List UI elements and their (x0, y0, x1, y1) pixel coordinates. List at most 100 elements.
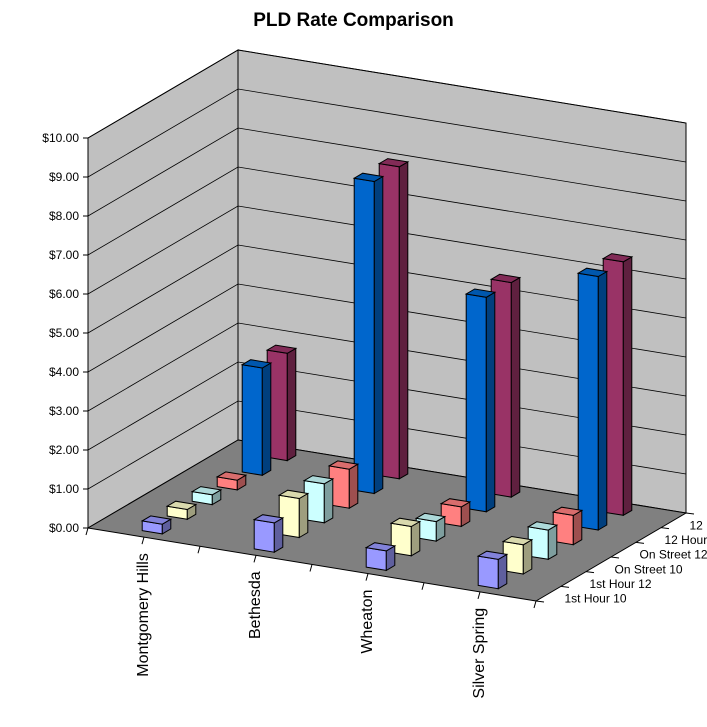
x-tick-mark (309, 564, 313, 572)
series-tick-mark (685, 512, 695, 515)
bar-top (439, 498, 472, 508)
bar-1st-hour-10-silver-spring (476, 550, 509, 590)
series-label: On Street 10 (615, 562, 683, 576)
bar-top (190, 486, 223, 496)
bar-top (377, 158, 410, 168)
series-label: On Street 12 (640, 548, 707, 562)
gridline-1 (87, 400, 687, 490)
bar-12-hour-12-montgomery-hills (265, 344, 298, 462)
series-label: 12 Hour 12 (690, 518, 707, 532)
gridline-7 (87, 166, 687, 256)
bar-top (265, 344, 298, 354)
bar-side (298, 492, 309, 539)
x-tick-mark (141, 536, 145, 545)
bar-side (522, 538, 533, 575)
bar-side (510, 276, 521, 498)
x-tick-mark (365, 573, 369, 581)
bar-side (286, 347, 297, 462)
bar-front (353, 177, 375, 495)
bar-on-street-12-wheaton (439, 498, 472, 528)
bar-on-street-10-bethesda (302, 475, 335, 524)
gridline-3 (87, 322, 687, 412)
bar-front (465, 293, 487, 513)
x-tick-mark (533, 600, 537, 609)
bar-side (572, 509, 583, 546)
bar-top (240, 359, 273, 369)
bar-top (601, 253, 634, 263)
gridline-8 (87, 127, 687, 217)
x-tick-mark (197, 546, 201, 554)
bar-front (577, 272, 599, 531)
bar-side (373, 175, 384, 495)
y-tick-label: $5.00 (49, 326, 79, 340)
bar-side (410, 520, 421, 557)
category-label: Wheaton (359, 590, 376, 654)
chart-title: PLD Rate Comparison (253, 10, 454, 31)
y-tick-label: $0.00 (49, 521, 79, 535)
y-tick-label: $3.00 (49, 404, 79, 418)
gridline-6 (87, 205, 687, 295)
bar-top (464, 288, 497, 298)
y-tick-label: $9.00 (49, 170, 79, 184)
bar-on-street-12-bethesda (327, 460, 360, 510)
gridline-9 (87, 88, 687, 178)
bar-1st-hour-10-bethesda (252, 514, 285, 554)
category-label: Silver Spring (471, 608, 488, 699)
bar-1st-hour-12-silver-spring (501, 535, 534, 575)
gridline-4 (87, 283, 687, 373)
gridline-10 (87, 49, 687, 139)
bar-top (140, 515, 173, 525)
bar-on-street-12-montgomery-hills (215, 471, 248, 491)
bar-top (327, 460, 360, 470)
bar-side (497, 553, 508, 590)
y-tick-label: $10.00 (42, 131, 79, 145)
bar-top (489, 273, 522, 284)
x-tick-mark (421, 582, 425, 590)
bar-12-hour-10-bethesda (352, 172, 385, 495)
gridline-2 (87, 361, 687, 451)
bar-side (348, 463, 359, 510)
bar-top (352, 172, 385, 183)
bar-12-hour-12-silver-spring (601, 253, 634, 517)
bar-front (241, 364, 263, 476)
y-tick-label: $1.00 (49, 482, 79, 496)
series-tick-mark (660, 527, 670, 530)
bar-side (485, 291, 496, 513)
series-tick-mark (610, 556, 620, 559)
bar-top (476, 550, 509, 560)
bar-side (597, 270, 608, 531)
bar-top (501, 535, 534, 546)
series-label: 1st Hour 10 (565, 592, 627, 606)
x-tick-mark (253, 555, 257, 563)
bar-top (389, 517, 422, 528)
bar-1st-hour-12-bethesda (277, 489, 310, 539)
bar-12-hour-12-wheaton (489, 273, 522, 498)
bar-1st-hour-10-wheaton (364, 542, 397, 572)
bar-on-street-10-wheaton (414, 512, 447, 542)
bar-12-hour-10-montgomery-hills (240, 359, 273, 477)
y-tick-label: $4.00 (49, 365, 79, 379)
bar-top (526, 521, 559, 531)
bar-12-hour-10-wheaton (464, 288, 497, 513)
gridline-5 (87, 244, 687, 334)
bar-front (253, 519, 275, 553)
series-label: 1st Hour 12 (590, 577, 652, 591)
bar-top (165, 500, 198, 511)
bar-1st-hour-10-montgomery-hills (140, 515, 173, 535)
bar-on-street-10-silver-spring (526, 521, 559, 561)
series-label: 12 Hour 10 (665, 533, 707, 547)
bar-on-street-10-montgomery-hills (190, 486, 223, 506)
y-tick-label: $2.00 (49, 443, 79, 457)
bar-side (323, 478, 334, 524)
bar-side (261, 362, 272, 477)
bar-front (365, 547, 387, 571)
series-tick-mark (585, 571, 595, 574)
bar-side (547, 524, 558, 561)
category-label: Bethesda (247, 571, 264, 639)
bar-top (277, 489, 310, 500)
x-tick-mark (85, 527, 89, 536)
series-tick-mark (635, 541, 645, 544)
bar-side (273, 517, 284, 554)
bar-1st-hour-12-montgomery-hills (165, 500, 198, 521)
